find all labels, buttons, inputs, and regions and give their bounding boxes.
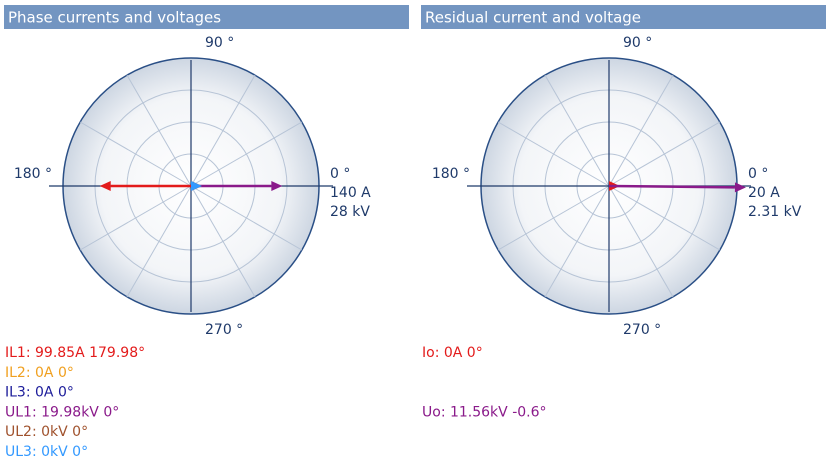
angle-label: 180 ° [14,166,52,182]
phasor-reading: UL2: 0kV 0° [5,424,88,440]
phasor-reading: IL3: 0A 0° [5,385,74,401]
phasor-reading: IL1: 99.85A 179.98° [5,345,145,361]
angle-label: 180 ° [432,166,470,182]
phasor-shaft [609,186,735,187]
panel-title: Phase currents and voltages [8,9,221,27]
phasor-reading: UL1: 19.98kV 0° [5,404,119,420]
voltage-scale: 28 kV [330,204,370,220]
panel-title: Residual current and voltage [425,9,641,27]
phasor-head [735,182,746,192]
angle-label: 270 ° [205,322,243,338]
angle-label: 90 ° [205,35,234,51]
phasor-reading: IL2: 0A 0° [5,365,74,381]
angle-label: 270 ° [623,322,661,338]
current-scale: 20 A [748,185,780,201]
current-scale: 140 A [330,185,371,201]
phasor-reading: Io: 0A 0° [422,345,483,361]
angle-label: 90 ° [623,35,652,51]
angle-label: 0 ° [748,166,768,182]
voltage-scale: 2.31 kV [748,204,802,220]
phasor-reading: UL3: 0kV 0° [5,444,88,460]
phasor-reading: Uo: 11.56kV -0.6° [422,404,547,420]
angle-label: 0 ° [330,166,350,182]
